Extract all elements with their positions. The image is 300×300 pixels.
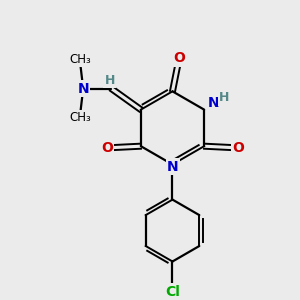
Text: N: N: [77, 82, 89, 95]
Text: H: H: [105, 74, 115, 87]
Text: N: N: [208, 96, 220, 110]
Text: O: O: [232, 141, 244, 154]
Text: O: O: [174, 51, 185, 65]
Text: H: H: [219, 91, 230, 104]
Text: CH₃: CH₃: [70, 53, 91, 66]
Text: O: O: [101, 141, 113, 154]
Text: N: N: [167, 160, 179, 174]
Text: Cl: Cl: [165, 285, 180, 298]
Text: CH₃: CH₃: [70, 111, 91, 124]
